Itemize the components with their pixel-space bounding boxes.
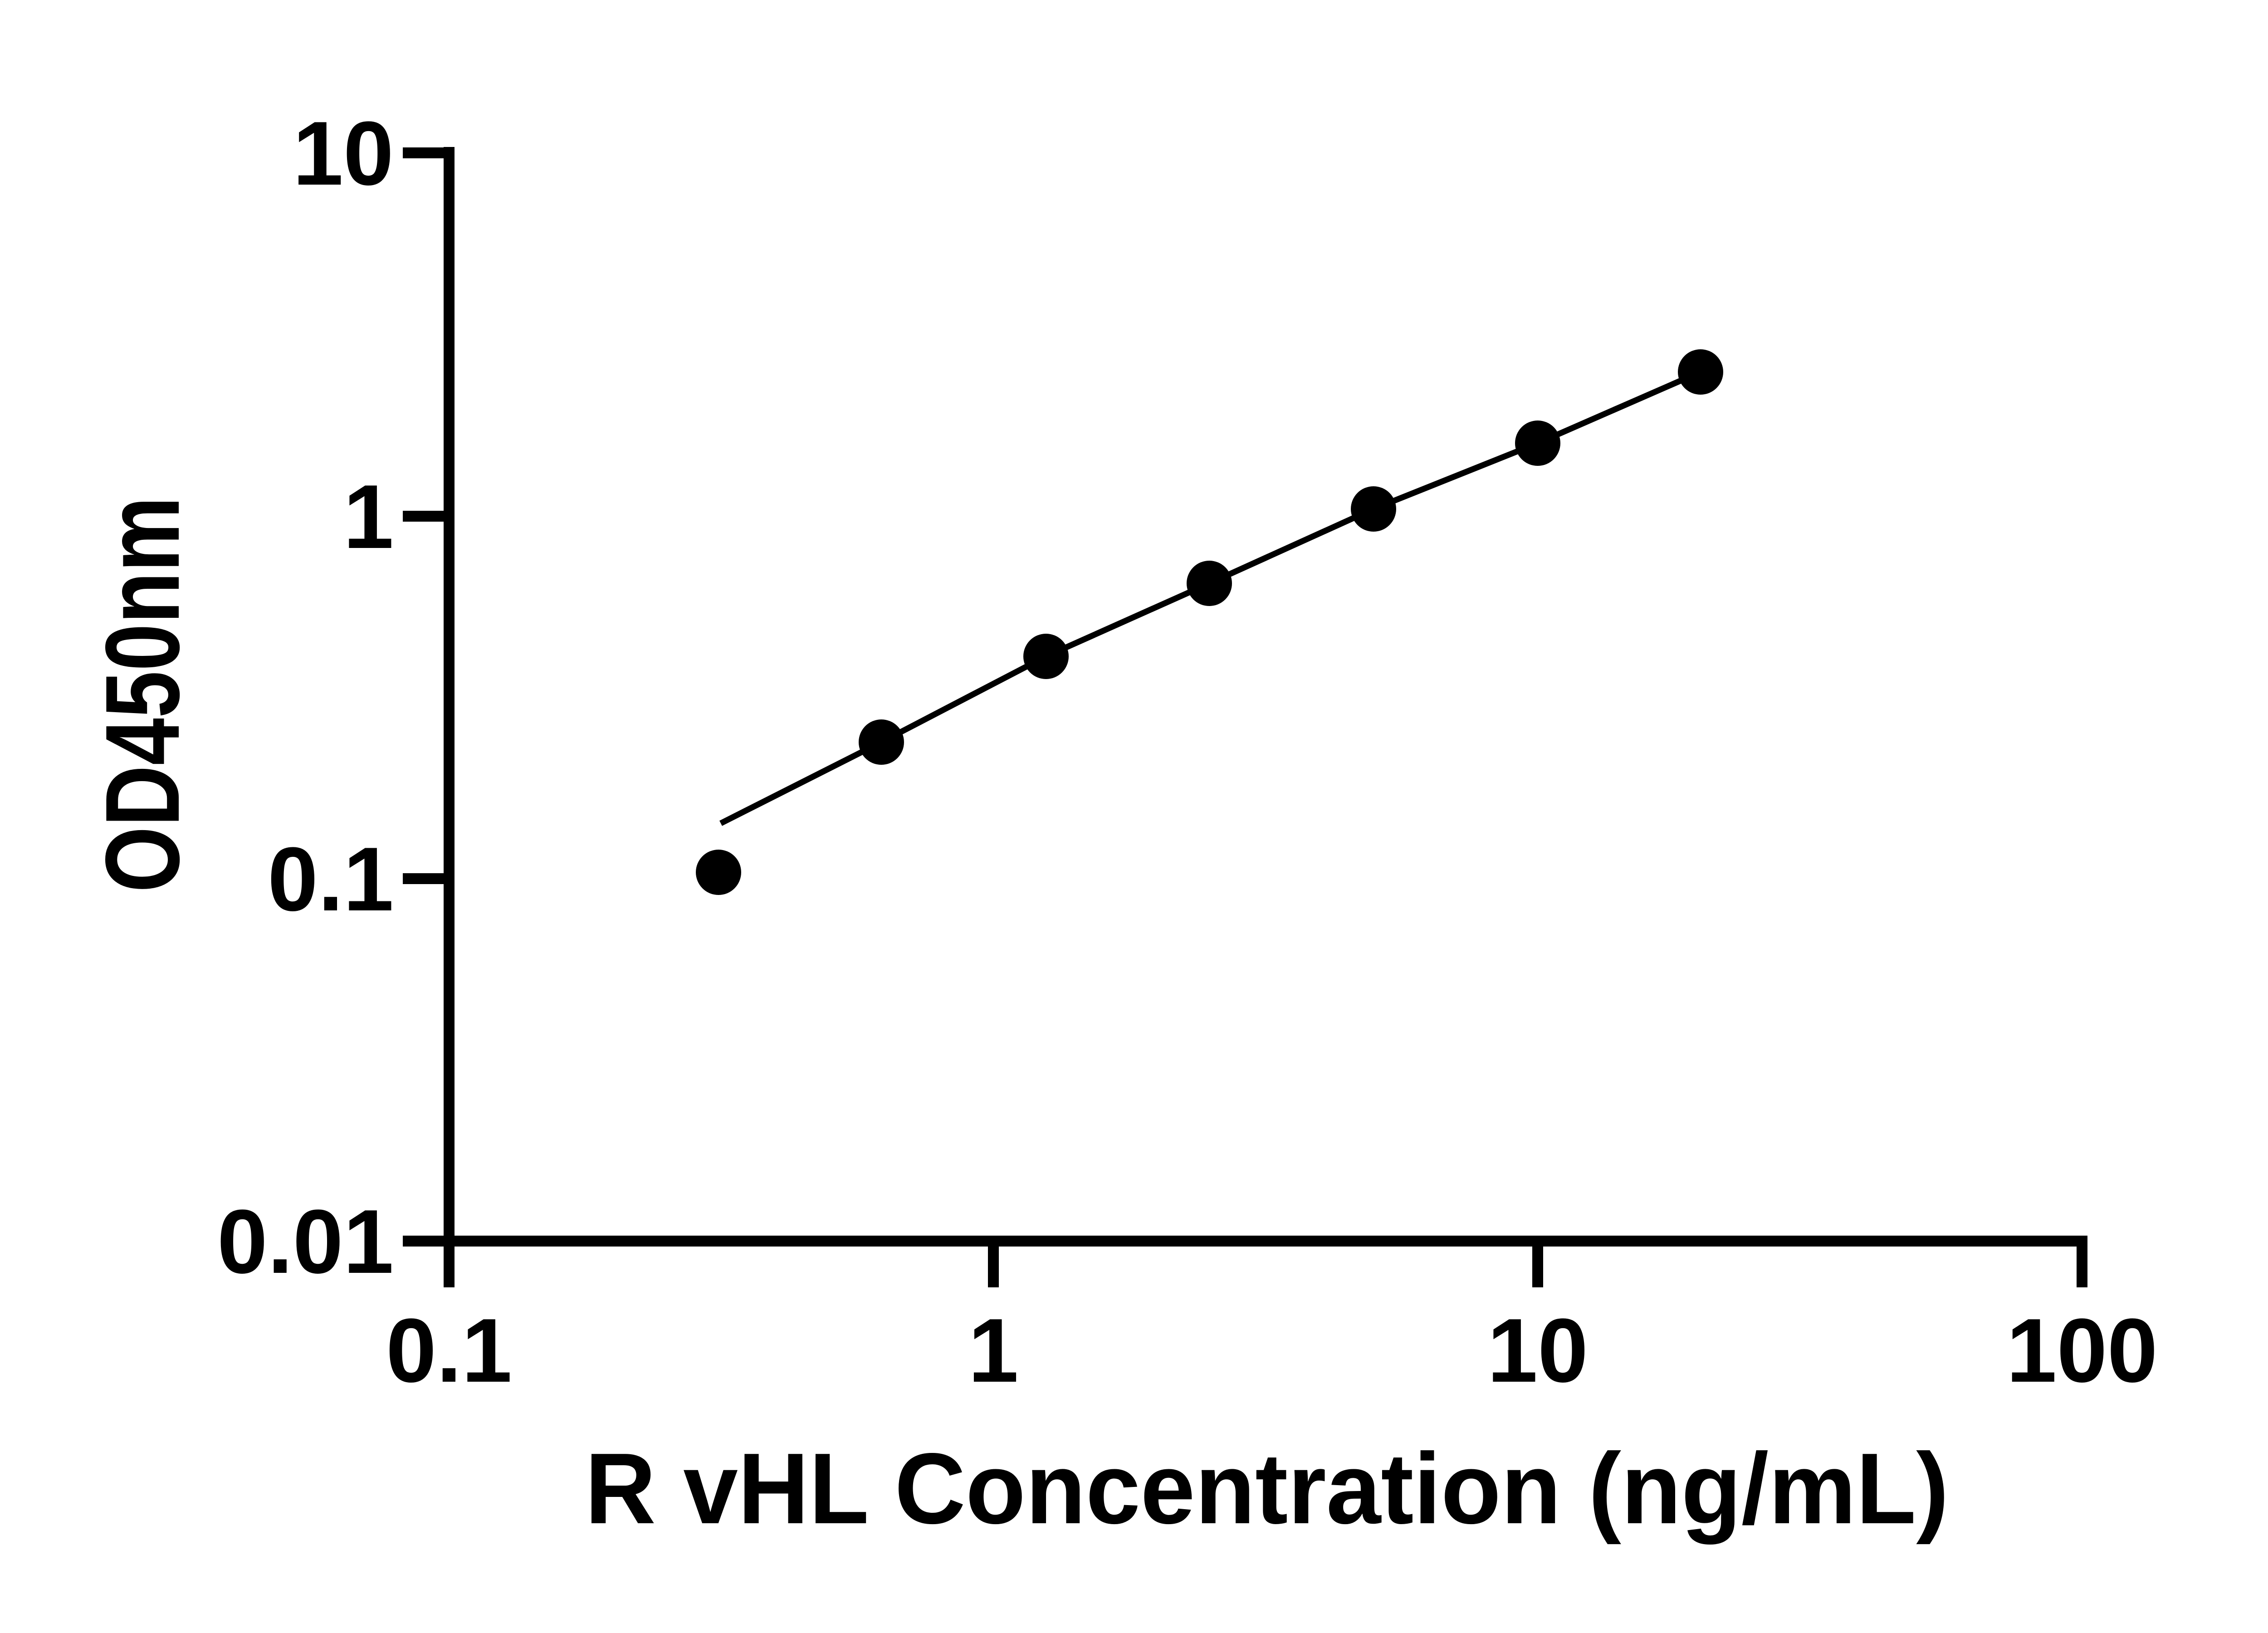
svg-text:10: 10 bbox=[1487, 1300, 1588, 1401]
svg-text:OD450nm: OD450nm bbox=[84, 497, 201, 893]
svg-text:R vHL Concentration (ng/mL): R vHL Concentration (ng/mL) bbox=[585, 1433, 1949, 1545]
svg-text:0.1: 0.1 bbox=[386, 1300, 512, 1401]
svg-text:10: 10 bbox=[293, 103, 394, 204]
svg-text:0.01: 0.01 bbox=[217, 1191, 394, 1292]
svg-text:0.1: 0.1 bbox=[268, 829, 394, 930]
svg-text:100: 100 bbox=[2006, 1300, 2158, 1401]
svg-text:1: 1 bbox=[343, 466, 394, 567]
svg-text:1: 1 bbox=[968, 1300, 1018, 1401]
